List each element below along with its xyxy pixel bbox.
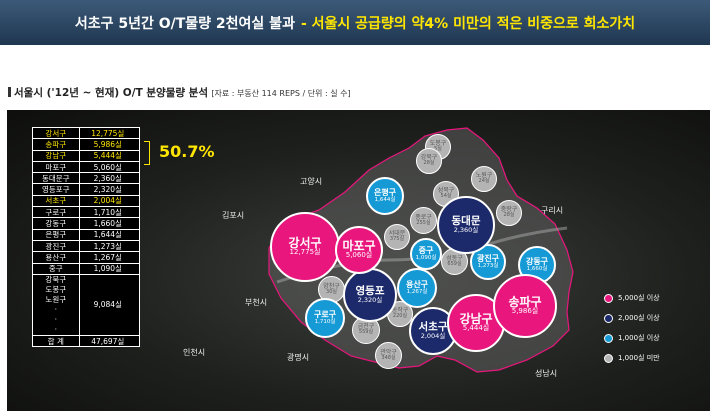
district-value: 5,444실 — [78, 149, 141, 162]
bubble-gangseo: 강서구 12,775실 — [270, 212, 340, 282]
district-value: 12,775실 — [78, 126, 141, 140]
group-names: 강북구 도봉구 노원구 · · · — [32, 273, 80, 336]
legend-dot — [604, 333, 613, 343]
table-row: 강남구 5,444실 — [32, 149, 141, 162]
district-name: 송파구 — [32, 138, 80, 151]
legend-item: 1,000실 미만 — [604, 348, 660, 368]
legend-dot — [604, 313, 613, 323]
bubble-jongno: 종로구 255실 — [410, 207, 437, 234]
bubble-yeongdeungpo: 영등포 2,320실 — [343, 268, 397, 322]
bubble-gwanak: 관악구 348실 — [375, 342, 402, 369]
highlight-bracket — [144, 141, 150, 165]
legend-dot — [604, 293, 613, 303]
legend-item: 2,000실 이상 — [604, 308, 660, 328]
table-row: 광진구 1,273실 — [32, 239, 141, 253]
bubble-seodaemun: 서대문 375실 — [384, 224, 410, 250]
district-value: 5,986실 — [78, 138, 141, 151]
district-name: 영등포구 — [32, 183, 80, 196]
total-label: 합 계 — [32, 334, 80, 348]
banner-headline: 서초구 5년간 O/T물량 2천여실 불과 — [74, 15, 295, 32]
group-ellipsis: · — [54, 314, 57, 324]
title-banner: 서초구 5년간 O/T물량 2천여실 불과 - 서울시 공급량의 약4% 미만의… — [0, 0, 710, 45]
district-name: 동대문구 — [32, 172, 80, 185]
bubble-seongdong: 성동구 659실 — [441, 248, 468, 275]
bubble-seocho: 서초구 2,004실 — [409, 307, 457, 355]
district-value: 1,273실 — [78, 239, 141, 253]
city-label-seongnam: 성남시 — [535, 369, 558, 378]
bubble-guro: 구로구 1,710실 — [305, 298, 345, 338]
table-row: 영등포구 2,320실 — [32, 183, 141, 196]
section-subtitle: 서울시 ('12년 ~ 현재) O/T 분양물량 분석 [자료 : 부동산 11… — [8, 85, 351, 100]
bubble-jung: 중구 1,090실 — [410, 238, 442, 270]
legend-label: 2,000실 이상 — [618, 314, 660, 322]
total-value: 47,697실 — [78, 334, 141, 348]
city-label-gimpo: 김포시 — [222, 211, 245, 220]
subtitle-main: 서울시 ('12년 ~ 현재) O/T 분양물량 분석 — [14, 87, 208, 99]
legend: 5,000실 이상 2,000실 이상 1,000실 이상 1,000실 미만 — [604, 288, 660, 368]
district-value: 5,060실 — [78, 160, 141, 174]
banner-subheadline: - 서울시 공급량의 약4% 미만의 적은 비중으로 희소가치 — [300, 15, 636, 32]
group-name: 강북구 — [45, 274, 67, 284]
district-name: 은평구 — [32, 228, 80, 241]
district-name: 강남구 — [32, 149, 80, 162]
table-row-group: 강북구 도봉구 노원구 · · · 9,084실 — [32, 273, 141, 336]
district-name: 서초구 — [32, 194, 80, 208]
table-row: 중구 1,090실 — [32, 262, 141, 275]
city-label-incheon: 인천시 — [183, 348, 206, 357]
legend-dot — [604, 353, 613, 363]
table-row: 서초구 2,004실 — [32, 194, 141, 208]
bubble-mapo: 마포구 5,060실 — [335, 226, 383, 274]
bubble-yongsan: 용산구 1,267실 — [397, 268, 437, 308]
district-name: 마포구 — [32, 160, 80, 174]
district-value: 1,660실 — [78, 217, 141, 230]
bubble-eunpyeong: 은평구 1,644실 — [366, 177, 404, 215]
bubble-songpa: 송파구 5,986실 — [493, 274, 557, 338]
district-name: 강서구 — [32, 126, 80, 140]
district-table: 강서구 12,775실 송파구 5,986실 강남구 5,444실 마포구 5,060실… — [32, 126, 141, 348]
bubble-gangbuk: 강북구 28실 — [416, 148, 442, 174]
table-row: 동대문구 2,360실 — [32, 172, 141, 185]
section-marker — [8, 87, 11, 97]
legend-label: 1,000실 미만 — [618, 354, 660, 362]
district-value: 1,090실 — [78, 262, 141, 275]
group-name: 노원구 — [45, 294, 67, 304]
district-name: 광진구 — [32, 239, 80, 253]
bubble-dongdaemun: 동대문 2,360실 — [437, 196, 495, 254]
legend-label: 1,000실 이상 — [618, 334, 660, 342]
subtitle-source: [자료 : 부동산 114 REPS / 단위 : 실 수] — [211, 89, 351, 98]
city-label-bucheon: 부천시 — [245, 298, 268, 307]
legend-item: 5,000실 이상 — [604, 288, 660, 308]
bubble-jungnang: 중랑구 28실 — [496, 200, 522, 226]
district-name: 용산구 — [32, 251, 80, 264]
bubble-nowon: 노원구 24실 — [471, 166, 497, 192]
table-row: 은평구 1,644실 — [32, 228, 141, 241]
group-ellipsis: · — [54, 324, 57, 334]
district-value: 1,710실 — [78, 206, 141, 219]
legend-label: 5,000실 이상 — [618, 294, 660, 302]
district-value: 1,267실 — [78, 251, 141, 264]
table-row: 용산구 1,267실 — [32, 251, 141, 264]
group-name: 도봉구 — [45, 284, 67, 294]
table-row: 강서구 12,775실 — [32, 126, 141, 140]
district-name: 중구 — [32, 262, 80, 275]
share-percent: 50.7% — [159, 142, 215, 161]
table-row: 송파구 5,986실 — [32, 138, 141, 151]
legend-item: 1,000실 이상 — [604, 328, 660, 348]
district-name: 강동구 — [32, 217, 80, 230]
city-label-guri: 구리시 — [541, 206, 564, 215]
district-value: 1,644실 — [78, 228, 141, 241]
city-label-gwangmyeong: 광명시 — [287, 353, 310, 362]
district-value: 2,360실 — [78, 172, 141, 185]
district-value: 2,320실 — [78, 183, 141, 196]
district-value: 2,004실 — [78, 194, 141, 208]
group-ellipsis: · — [54, 304, 57, 314]
group-value: 9,084실 — [78, 273, 141, 336]
table-row-total: 합 계 47,697실 — [32, 334, 141, 348]
table-row: 마포구 5,060실 — [32, 160, 141, 174]
table-row: 강동구 1,660실 — [32, 217, 141, 230]
district-name: 구로구 — [32, 206, 80, 219]
table-row: 구로구 1,710실 — [32, 206, 141, 219]
city-label-goyang: 고양시 — [300, 177, 323, 186]
